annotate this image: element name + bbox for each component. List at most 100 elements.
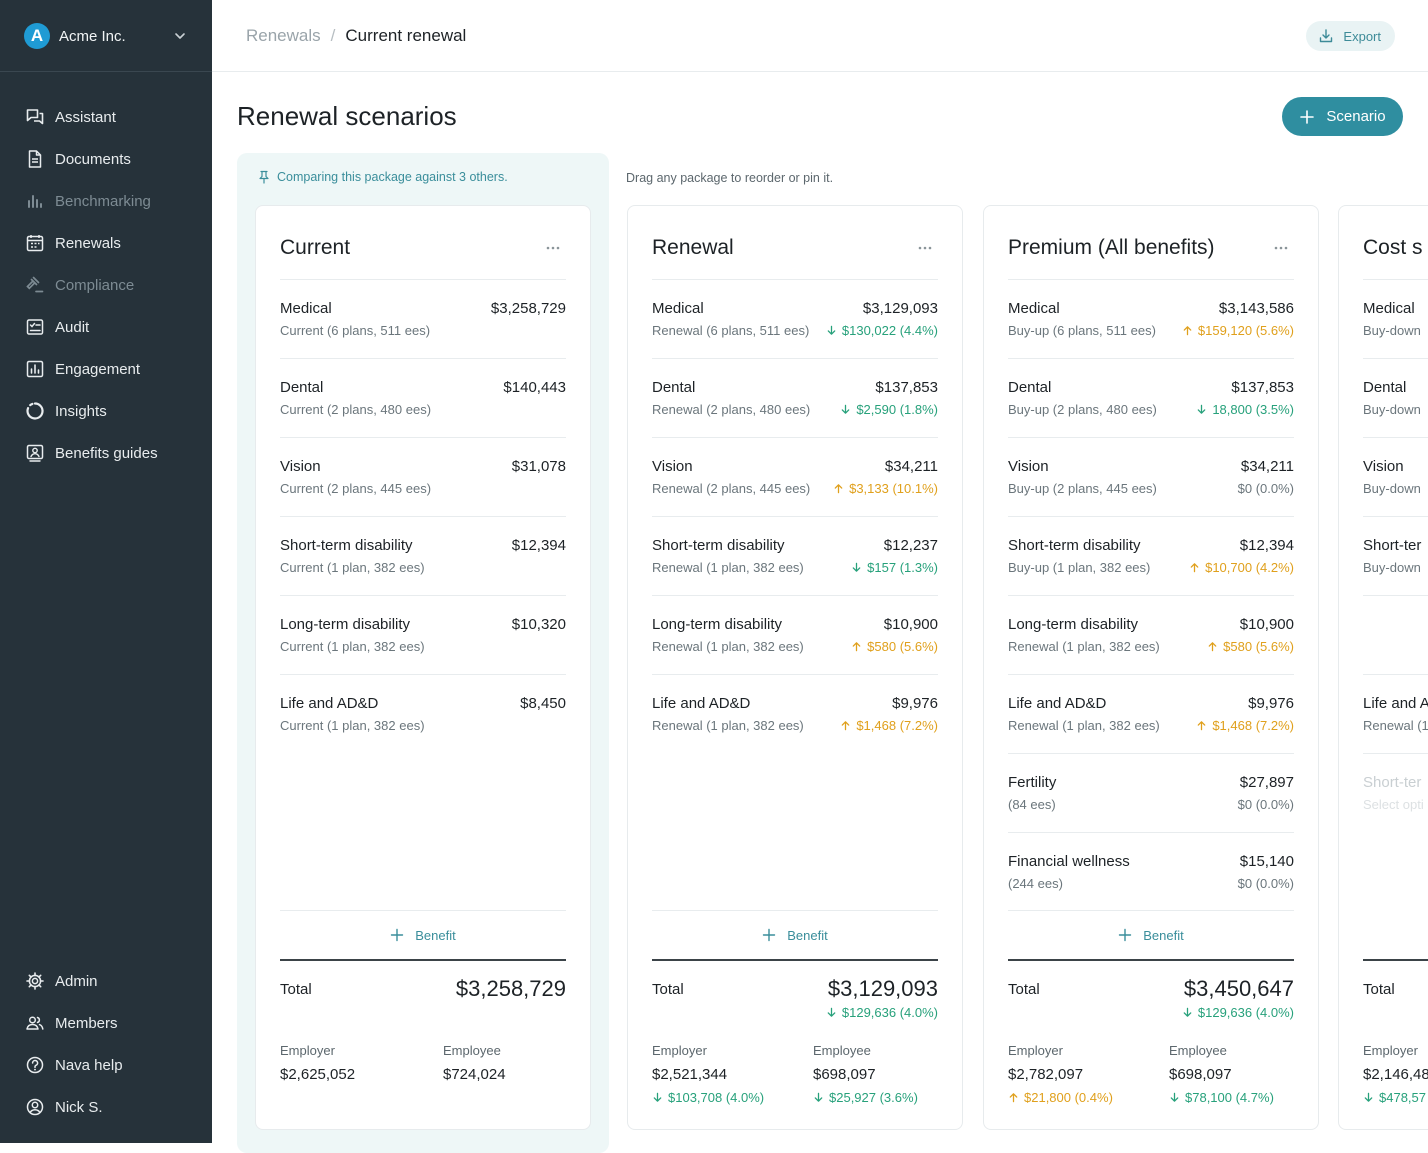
benefit-row[interactable]: Short-ter Buy-down bbox=[1363, 517, 1428, 596]
benefit-row[interactable]: Life and AD&D Current (1 plan, 382 ees) $8… bbox=[280, 675, 566, 753]
benefit-row[interactable]: Medical Current (6 plans, 511 ees) $3,258,… bbox=[280, 280, 566, 359]
benefit-row[interactable]: Vision Buy-down bbox=[1363, 438, 1428, 517]
total-label: Total bbox=[1008, 981, 1040, 998]
sidebar-item-nick-s[interactable]: Nick S. bbox=[0, 1086, 212, 1128]
benefit-row[interactable]: Short-term disability Current (1 plan, 38… bbox=[280, 517, 566, 596]
benefit-row[interactable]: Vision Current (2 plans, 445 ees) $31,078 bbox=[280, 438, 566, 517]
employer-cost: Employer $2,146,48 $478,57 bbox=[1363, 1043, 1428, 1105]
benefit-amount: $8,450 bbox=[520, 695, 566, 712]
benefit-name: Long-term disability bbox=[280, 616, 411, 633]
scenario-card[interactable]: Current Medical Current (6 plans, 511 ees)… bbox=[255, 205, 591, 1130]
add-benefit-label: Benefit bbox=[787, 927, 828, 943]
employer-label: Employer bbox=[1008, 1043, 1063, 1058]
benefit-change: $159,120 (5.6%) bbox=[1182, 323, 1294, 338]
benefit-row[interactable]: Fertility (84 ees) $27,897 $0 (0.0%) bbox=[1008, 754, 1294, 833]
benefit-change-value: $159,120 (5.6%) bbox=[1197, 323, 1294, 338]
benefit-plan-details: Current (2 plans, 445 ees) bbox=[280, 481, 432, 496]
benefit-row[interactable] bbox=[1363, 596, 1428, 675]
benefit-row[interactable]: Short-term disability Renewal (1 plan, 38… bbox=[652, 517, 938, 596]
sidebar: A Acme Inc. Assistant Documents Benchmarki… bbox=[0, 0, 212, 1143]
benefit-row[interactable]: Long-term disability Renewal (1 plan, 382… bbox=[1008, 596, 1294, 675]
benefit-name: Medical bbox=[1363, 300, 1415, 317]
sidebar-item-assistant[interactable]: Assistant bbox=[0, 96, 212, 138]
benefit-change-value: $0 (0.0%) bbox=[1237, 797, 1294, 812]
employee-cost: Employee $698,097 $25,927 (3.6%) bbox=[813, 1043, 918, 1105]
add-benefit-button[interactable]: Benefit bbox=[652, 924, 938, 946]
sidebar-item-members[interactable]: Members bbox=[0, 1002, 212, 1044]
sidebar-item-insights[interactable]: Insights bbox=[0, 390, 212, 432]
employer-change-value: $21,800 (0.4%) bbox=[1024, 1090, 1113, 1105]
arrow-down-icon bbox=[653, 1092, 662, 1102]
benefit-change-value: $157 (1.3%) bbox=[867, 560, 938, 575]
breadcrumb-separator: / bbox=[330, 26, 336, 45]
header-divider bbox=[280, 279, 566, 280]
sidebar-item-compliance[interactable]: Compliance bbox=[0, 264, 212, 306]
total-change: $129,636 (4.0%) bbox=[1182, 1005, 1294, 1020]
benefit-plan-details: Current (2 plans, 480 ees) bbox=[280, 402, 432, 417]
benefit-row[interactable]: Short-term disability Buy-up (1 plan, 382… bbox=[1008, 517, 1294, 596]
sidebar-item-label: Engagement bbox=[55, 360, 141, 378]
org-switcher[interactable]: A Acme Inc. bbox=[24, 22, 188, 50]
benefit-row[interactable]: Medical Buy-up (6 plans, 511 ees) $3,143,5… bbox=[1008, 280, 1294, 359]
benefit-amount: $9,976 bbox=[1248, 695, 1294, 712]
more-options-icon[interactable] bbox=[544, 239, 562, 257]
benefit-row[interactable]: Life and A Renewal (1 bbox=[1363, 675, 1428, 754]
sidebar-item-benchmarking[interactable]: Benchmarking bbox=[0, 180, 212, 222]
add-benefit-button[interactable]: Benefit bbox=[1008, 924, 1294, 946]
benefit-name: Long-term disability bbox=[1008, 616, 1139, 633]
plus-icon bbox=[391, 928, 404, 942]
sidebar-item-admin[interactable]: Admin bbox=[0, 960, 212, 1002]
benefit-row[interactable]: Financial wellness (244 ees) $15,140 $0 (0.… bbox=[1008, 833, 1294, 911]
benefit-plan-details: Renewal (1 bbox=[1363, 718, 1428, 733]
add-scenario-button[interactable]: Scenario bbox=[1282, 97, 1403, 136]
sidebar-item-renewals[interactable]: Renewals bbox=[0, 222, 212, 264]
sidebar-item-audit[interactable]: Audit bbox=[0, 306, 212, 348]
benefit-change: $0 (0.0%) bbox=[1238, 481, 1294, 496]
bar-chart-icon bbox=[28, 195, 42, 208]
benefit-amount: $12,394 bbox=[511, 537, 566, 554]
benefit-row[interactable]: Vision Buy-up (2 plans, 445 ees) $34,211 $0… bbox=[1008, 438, 1294, 517]
benefit-row[interactable]: Short-ter Select opti bbox=[1363, 754, 1428, 832]
sidebar-item-documents[interactable]: Documents bbox=[0, 138, 212, 180]
sidebar-item-label: Admin bbox=[55, 972, 98, 990]
benefit-name: Dental bbox=[1363, 379, 1407, 396]
total-change-value: $129,636 (4.0%) bbox=[841, 1005, 938, 1020]
employer-cost: Employer $2,782,097 $21,800 (0.4%) bbox=[1008, 1043, 1113, 1105]
sidebar-divider bbox=[0, 71, 212, 72]
benefit-plan-details: Current (1 plan, 382 ees) bbox=[280, 639, 425, 654]
benefit-row[interactable]: Dental Buy-down bbox=[1363, 359, 1428, 438]
benefit-name: Life and AD&D bbox=[1008, 695, 1107, 712]
sidebar-item-engagement[interactable]: Engagement bbox=[0, 348, 212, 390]
benefit-change: $130,022 (4.4%) bbox=[826, 323, 938, 338]
benefit-row[interactable]: Vision Renewal (2 plans, 445 ees) $34,211 $… bbox=[652, 438, 938, 517]
employee-cost: Employee $698,097 $78,100 (4.7%) bbox=[1169, 1043, 1274, 1105]
sidebar-item-nava-help[interactable]: Nava help bbox=[0, 1044, 212, 1086]
benefit-row[interactable]: Medical Renewal (6 plans, 511 ees) $3,129,… bbox=[652, 280, 938, 359]
sidebar-item-benefits-guides[interactable]: Benefits guides bbox=[0, 432, 212, 474]
sidebar-item-label: Compliance bbox=[55, 276, 135, 294]
breadcrumb-renewals-link[interactable]: Renewals bbox=[246, 26, 321, 45]
benefit-row[interactable]: Long-term disability Current (1 plan, 382… bbox=[280, 596, 566, 675]
scenario-card[interactable]: Renewal Medical Renewal (6 plans, 511 ees)… bbox=[627, 205, 963, 1130]
more-options-icon[interactable] bbox=[916, 239, 934, 257]
benefit-row[interactable]: Life and AD&D Renewal (1 plan, 382 ees) $9… bbox=[1008, 675, 1294, 754]
add-benefit-button[interactable]: Benefit bbox=[280, 924, 566, 946]
benefit-row[interactable]: Long-term disability Renewal (1 plan, 382… bbox=[652, 596, 938, 675]
employee-amount: $698,097 bbox=[1169, 1066, 1232, 1083]
export-button[interactable]: Export bbox=[1306, 21, 1395, 51]
more-options-icon[interactable] bbox=[1272, 239, 1290, 257]
benefit-row[interactable]: Dental Current (2 plans, 480 ees) $140,443 bbox=[280, 359, 566, 438]
scenario-card[interactable]: Cost s Medical Buy-down Dental Buy-down Visio… bbox=[1338, 205, 1428, 1130]
scenario-label: Scenario bbox=[1326, 108, 1386, 125]
sidebar-item-label: Audit bbox=[55, 318, 90, 336]
employer-amount: $2,782,097 bbox=[1008, 1066, 1084, 1083]
benefit-amount: $3,129,093 bbox=[862, 300, 938, 317]
employer-amount: $2,521,344 bbox=[652, 1066, 728, 1083]
benefit-row[interactable]: Medical Buy-down bbox=[1363, 280, 1428, 359]
benefit-change: $3,133 (10.1%) bbox=[833, 481, 938, 496]
scenario-card[interactable]: Premium (All benefits) Medical Buy-up (6 p… bbox=[983, 205, 1319, 1130]
benefit-row[interactable]: Dental Buy-up (2 plans, 480 ees) $137,853 1… bbox=[1008, 359, 1294, 438]
benefit-change-value: $130,022 (4.4%) bbox=[841, 323, 938, 338]
benefit-row[interactable]: Dental Renewal (2 plans, 480 ees) $137,853… bbox=[652, 359, 938, 438]
benefit-row[interactable]: Life and AD&D Renewal (1 plan, 382 ees) $9… bbox=[652, 675, 938, 753]
